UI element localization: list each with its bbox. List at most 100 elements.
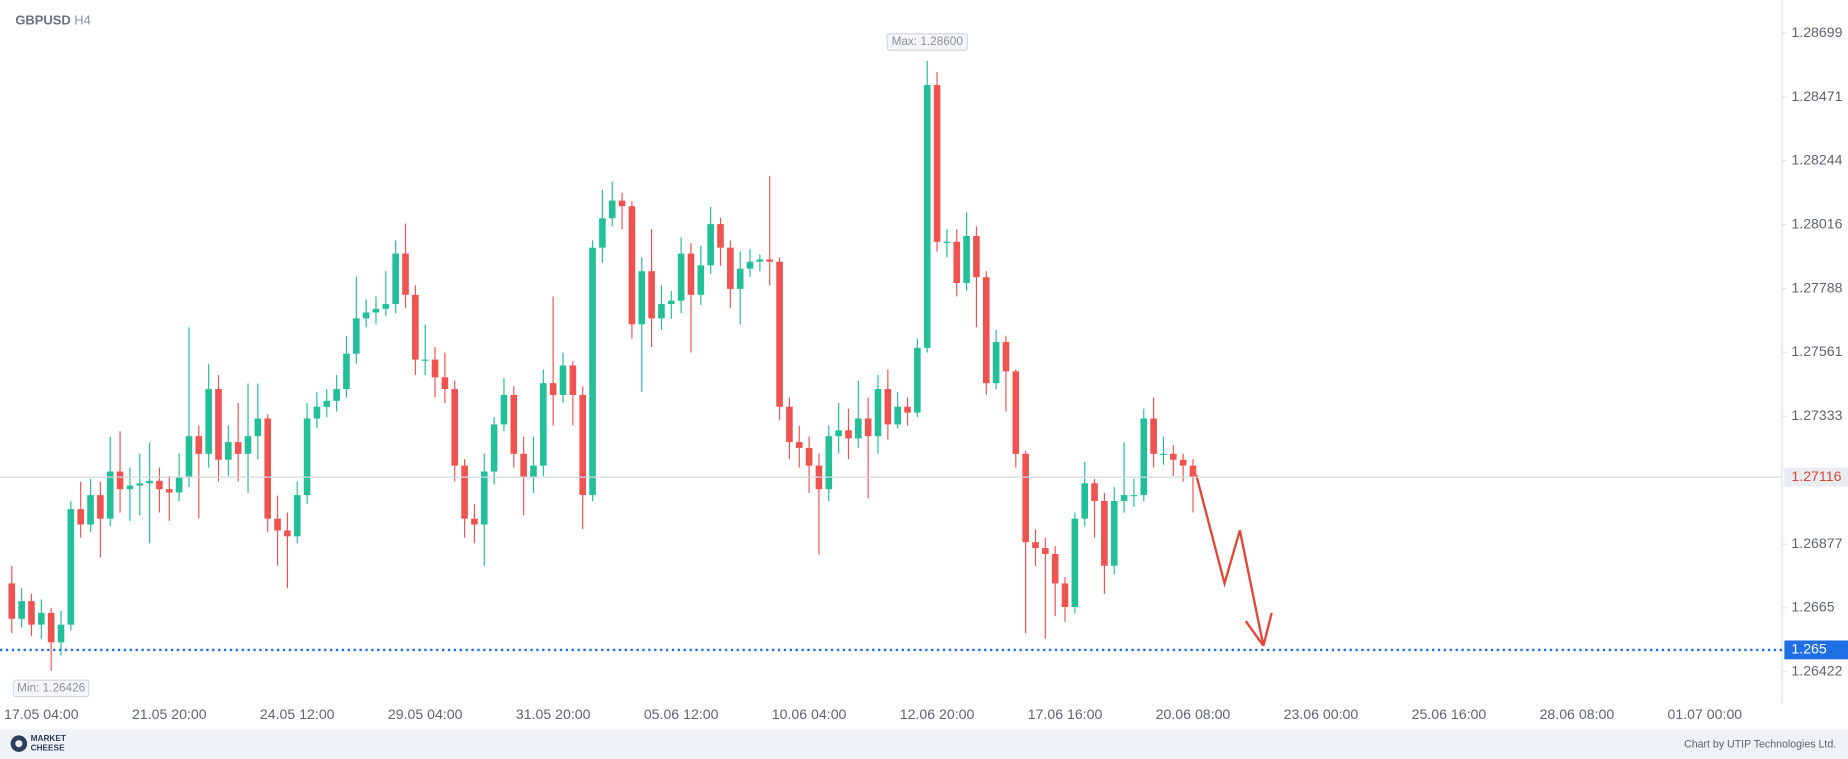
candle-body	[185, 436, 193, 478]
candle-body	[254, 418, 262, 437]
x-tick-label: 29.05 04:00	[388, 706, 463, 722]
candle-body	[402, 253, 409, 295]
candle-body	[244, 436, 252, 454]
candle-body	[923, 84, 931, 348]
candle-body	[1130, 495, 1138, 497]
candle-body	[884, 389, 892, 425]
candle-body	[1022, 453, 1029, 543]
candle-body	[1160, 453, 1167, 456]
candle-body	[87, 495, 94, 525]
x-tick-label: 01.07 00:00	[1668, 706, 1743, 722]
candle-body	[1101, 500, 1108, 566]
candle-body	[599, 218, 606, 248]
candle-body	[510, 394, 518, 454]
candle-body	[8, 583, 16, 619]
current-price-label: 1.27116	[1791, 468, 1841, 484]
candle-body	[57, 624, 65, 643]
candle-body	[727, 247, 734, 289]
candle-body	[520, 453, 527, 478]
candle-body	[106, 471, 114, 519]
candle-body	[697, 265, 705, 295]
candle-body	[215, 389, 222, 460]
min-label: Min: 1.26426	[17, 681, 85, 694]
candle-body	[904, 406, 911, 413]
x-tick-label: 12.06 20:00	[900, 706, 975, 722]
candle-body	[559, 365, 567, 395]
max-label: Max: 1.28600	[892, 35, 964, 48]
y-tick-label: 1.28471	[1791, 88, 1842, 104]
candle-body	[333, 389, 340, 401]
candle-body	[77, 509, 84, 525]
candle-body	[1081, 483, 1089, 519]
candle-body	[451, 389, 459, 466]
candle-body	[707, 224, 714, 266]
candle-body	[963, 235, 970, 284]
candle-body	[126, 485, 134, 490]
max-label-box	[886, 33, 968, 51]
candle-body	[28, 601, 35, 625]
candle-body	[392, 253, 399, 305]
x-tick-label: 24.05 12:00	[260, 706, 335, 722]
candle-body	[461, 465, 468, 519]
y-tick-label: 1.28016	[1791, 215, 1842, 231]
candle-body	[136, 483, 144, 486]
y-tick-label: 1.27561	[1791, 343, 1842, 359]
x-tick-label: 25.06 16:00	[1412, 706, 1487, 722]
x-tick-label: 23.06 00:00	[1284, 706, 1359, 722]
candle-body	[687, 253, 695, 295]
candle-body	[372, 308, 380, 313]
candle-body	[667, 300, 675, 305]
candle-body	[1042, 548, 1049, 554]
x-tick-label: 05.06 12:00	[644, 706, 719, 722]
candle-body	[156, 480, 163, 490]
y-tick-label: 1.26877	[1791, 535, 1842, 551]
candle-body	[116, 471, 124, 490]
candle-body	[284, 530, 291, 537]
candle-body	[382, 304, 390, 309]
candle-body	[914, 347, 921, 413]
x-tick-label: 17.05 04:00	[4, 706, 79, 722]
candle-body	[293, 495, 301, 537]
candle-body	[549, 383, 557, 395]
candle-body	[933, 84, 941, 242]
candle-body	[756, 259, 764, 262]
logo-icon-hole	[15, 740, 23, 748]
candle-body	[1140, 418, 1148, 496]
candle-body	[638, 271, 646, 325]
candle-body	[1170, 453, 1177, 460]
x-tick-label: 21.05 20:00	[132, 706, 207, 722]
current-price-box	[1784, 467, 1848, 487]
candle-body	[38, 612, 45, 625]
y-tick-label: 1.27788	[1791, 279, 1842, 295]
candle-body	[894, 406, 901, 425]
candle-body	[471, 518, 478, 525]
candle-body	[864, 418, 872, 437]
level-box	[1784, 640, 1848, 660]
candle-body	[441, 377, 449, 390]
candle-body	[175, 477, 183, 493]
x-tick-label: 31.05 20:00	[516, 706, 591, 722]
candle-body	[225, 442, 232, 460]
credit: Chart by UTIP Technologies Ltd.	[1684, 739, 1836, 751]
candle-body	[658, 304, 665, 319]
candle-body	[1061, 583, 1069, 608]
candle-body	[1150, 418, 1157, 454]
logo: MARKET CHEESE	[10, 734, 66, 753]
candle-body	[1179, 459, 1187, 466]
min-label-box	[12, 679, 90, 698]
candle-body	[825, 436, 833, 490]
candle-body	[323, 400, 331, 407]
candle-body	[608, 200, 616, 219]
candle-body	[579, 394, 587, 496]
logo-text: CHEESE	[31, 744, 65, 753]
candle-body	[480, 471, 488, 525]
level-label: 1.265	[1791, 641, 1826, 657]
candle-body	[146, 480, 153, 484]
candle-body	[274, 518, 281, 531]
timeframe: H4	[74, 13, 91, 28]
candle-body	[343, 353, 350, 390]
candle-body	[412, 294, 419, 360]
candle-body	[362, 312, 370, 319]
y-tick-label: 1.28699	[1791, 24, 1842, 40]
